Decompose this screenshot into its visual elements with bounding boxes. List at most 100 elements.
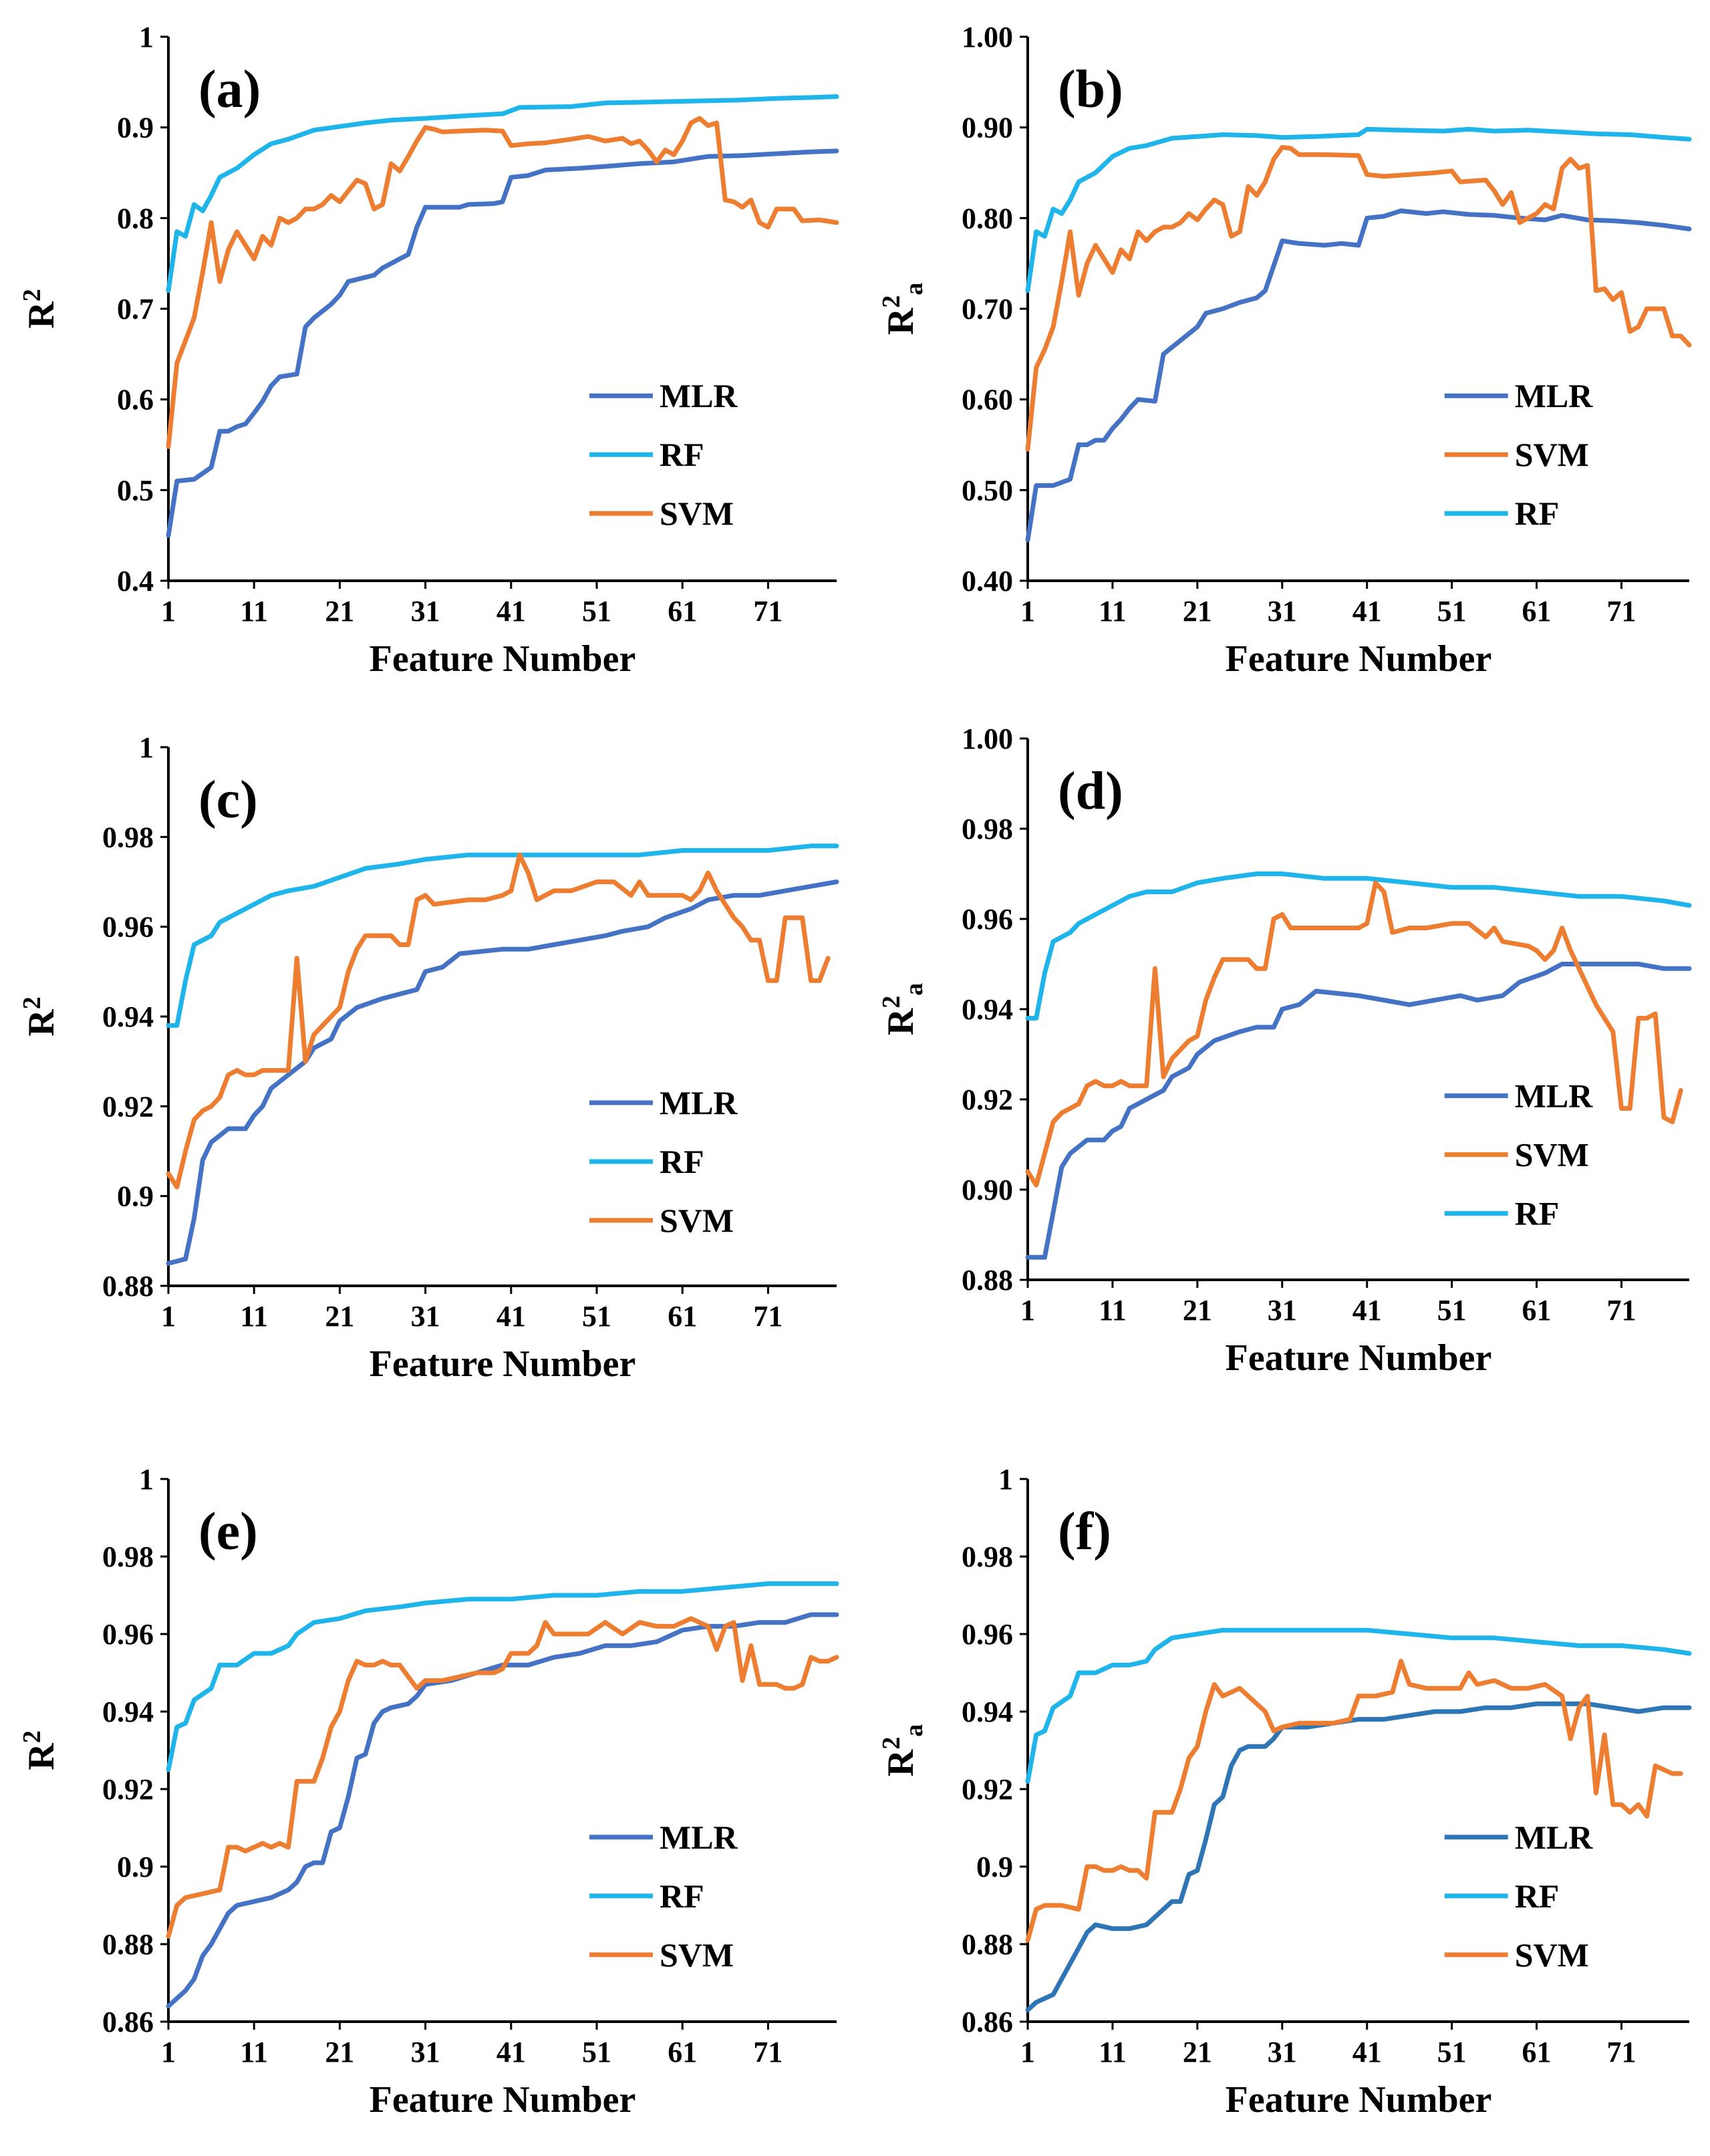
y-tick-label: 0.96 xyxy=(962,903,1013,936)
series-line-rf xyxy=(1025,1627,1692,1784)
x-tick-label: 51 xyxy=(582,595,611,628)
y-tick-label: 1 xyxy=(998,1463,1013,1496)
y-tick-label: 0.96 xyxy=(962,1618,1013,1651)
x-tick-label: 31 xyxy=(1268,595,1297,628)
x-tick-label: 71 xyxy=(753,595,782,628)
x-tick-label: 41 xyxy=(1352,1294,1382,1327)
series-line-svm xyxy=(1025,880,1683,1188)
legend-label-svm: SVM xyxy=(660,495,734,532)
legend-label-mlr: MLR xyxy=(1515,1818,1594,1856)
y-tick-label: 0.8 xyxy=(117,202,154,235)
y-tick-label: 1 xyxy=(139,731,154,764)
x-tick-label: 11 xyxy=(240,1300,268,1333)
y-tick-label: 0.86 xyxy=(102,2006,154,2038)
y-tick-label: 0.92 xyxy=(962,1083,1013,1116)
y-tick-label: 0.94 xyxy=(962,993,1013,1026)
x-tick-label: 31 xyxy=(1268,2036,1297,2068)
series-line-rf xyxy=(1025,126,1692,293)
legend-label-svm: SVM xyxy=(660,1202,734,1239)
legend-label-svm: SVM xyxy=(1515,1936,1589,1974)
series-line-rf xyxy=(1025,871,1692,1021)
y-tick-label: 0.94 xyxy=(102,1000,154,1033)
x-axis-label: Feature Number xyxy=(1226,1337,1492,1379)
x-tick-label: 1 xyxy=(1020,595,1035,628)
y-tick-label: 0.90 xyxy=(962,1174,1013,1206)
x-tick-label: 41 xyxy=(496,595,526,628)
panel-label: (c) xyxy=(198,771,258,829)
y-tick-label: 0.92 xyxy=(102,1773,154,1806)
x-tick-label: 41 xyxy=(496,2036,526,2068)
x-tick-label: 11 xyxy=(240,595,268,628)
x-tick-label: 1 xyxy=(1020,2036,1035,2068)
panel-label: (f) xyxy=(1058,1502,1111,1561)
y-tick-label: 0.94 xyxy=(962,1696,1013,1728)
panel-d: 0.880.900.920.940.960.981.001 11 21 31 41 51 6… xyxy=(877,722,1692,1379)
y-tick-label: 0.92 xyxy=(962,1773,1013,1806)
y-tick-label: 0.98 xyxy=(962,1540,1013,1573)
y-tick-label: 0.88 xyxy=(102,1270,154,1303)
x-tick-label: 61 xyxy=(1522,2036,1552,2068)
panel-label: (e) xyxy=(198,1502,258,1561)
y-axis-label: R2 xyxy=(18,1730,62,1770)
series-line-mlr xyxy=(1025,1701,1692,2013)
x-tick-label: 61 xyxy=(668,595,697,628)
x-tick-label: 21 xyxy=(1183,2036,1212,2068)
legend-label-rf: RF xyxy=(660,436,704,473)
series-line-svm xyxy=(166,1616,839,1939)
panel-label: (a) xyxy=(198,60,261,119)
legend-label-rf: RF xyxy=(660,1877,704,1915)
x-tick-label: 11 xyxy=(1099,595,1127,628)
y-tick-label: 0.4 xyxy=(117,565,154,597)
legend-label-rf: RF xyxy=(1515,495,1560,532)
panel-label: (d) xyxy=(1058,762,1123,821)
y-axis-label: R2a xyxy=(877,283,928,335)
x-tick-label: 51 xyxy=(582,1300,611,1333)
y-axis-label: R2 xyxy=(18,996,62,1036)
x-tick-label: 61 xyxy=(668,1300,697,1333)
y-tick-label: 0.98 xyxy=(102,1540,154,1573)
x-axis-label: Feature Number xyxy=(370,638,636,680)
legend-label-svm: SVM xyxy=(1515,436,1589,473)
x-tick-label: 31 xyxy=(411,1300,440,1333)
series-line-mlr xyxy=(166,880,839,1266)
x-tick-label: 21 xyxy=(1183,595,1212,628)
y-tick-label: 0.7 xyxy=(117,293,154,325)
x-tick-label: 31 xyxy=(411,595,440,628)
series-line-svm xyxy=(1025,1659,1683,1943)
series-line-mlr xyxy=(166,1612,839,2009)
legend-label-rf: RF xyxy=(660,1143,704,1180)
x-tick-label: 1 xyxy=(161,1300,176,1333)
y-tick-label: 1.00 xyxy=(962,722,1013,755)
x-tick-label: 71 xyxy=(1606,595,1636,628)
y-tick-label: 0.70 xyxy=(962,293,1013,325)
y-tick-label: 0.88 xyxy=(962,1928,1013,1961)
legend-label-svm: SVM xyxy=(1515,1136,1589,1174)
y-tick-label: 0.88 xyxy=(102,1928,154,1961)
x-tick-label: 41 xyxy=(1352,2036,1382,2068)
y-axis-label: R2a xyxy=(877,1724,928,1776)
series-line-svm xyxy=(1025,145,1692,452)
x-tick-label: 61 xyxy=(1522,595,1552,628)
x-tick-label: 11 xyxy=(1099,1294,1127,1327)
legend-label-rf: RF xyxy=(1515,1877,1560,1915)
x-tick-label: 61 xyxy=(1522,1294,1552,1327)
x-tick-label: 1 xyxy=(161,595,176,628)
x-tick-label: 1 xyxy=(161,2036,176,2068)
y-tick-label: 0.50 xyxy=(962,474,1013,507)
x-tick-label: 41 xyxy=(496,1300,526,1333)
x-tick-label: 71 xyxy=(753,2036,782,2068)
x-tick-label: 1 xyxy=(1020,1294,1035,1327)
panel-a: 0.40.50.60.70.80.911 11 21 31 41 51 61 71Featur… xyxy=(18,21,839,680)
y-tick-label: 0.90 xyxy=(962,112,1013,144)
series-line-svm xyxy=(166,116,839,449)
legend-label-mlr: MLR xyxy=(1515,1077,1594,1115)
legend-label-rf: RF xyxy=(1515,1195,1560,1232)
y-tick-label: 0.92 xyxy=(102,1090,154,1123)
y-tick-label: 0.60 xyxy=(962,384,1013,416)
y-tick-label: 1 xyxy=(139,1463,154,1496)
y-tick-label: 0.5 xyxy=(117,474,154,507)
series-line-mlr xyxy=(166,148,839,538)
y-tick-label: 0.96 xyxy=(102,911,154,944)
